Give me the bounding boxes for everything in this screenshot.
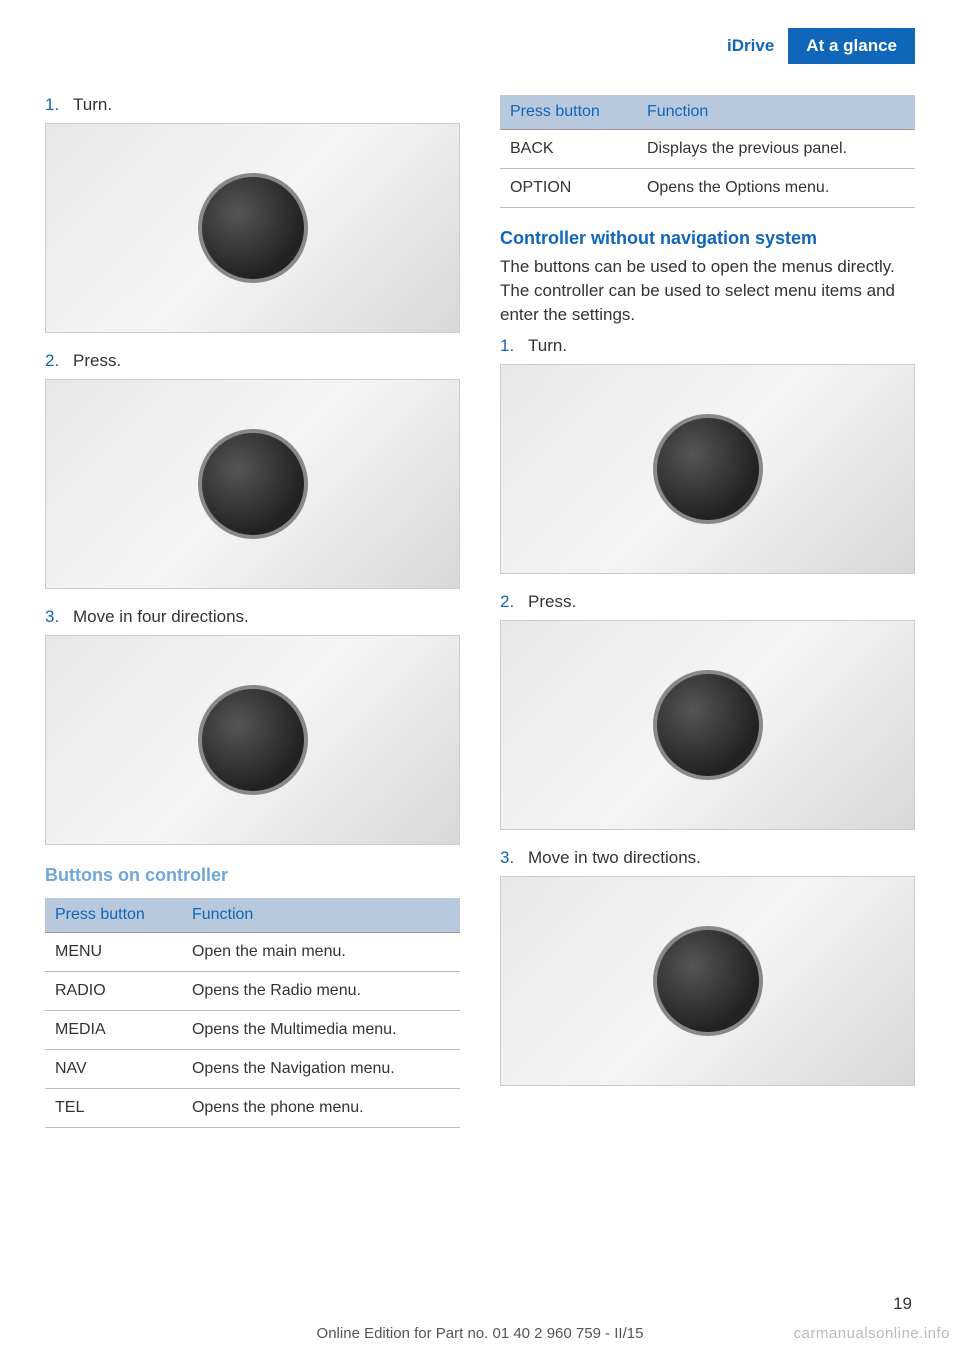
controller-knob-icon bbox=[198, 685, 308, 795]
table-cell: RADIO bbox=[45, 972, 182, 1011]
table-row: MEDIA Opens the Multimedia menu. bbox=[45, 1011, 460, 1050]
step-number: 3. bbox=[45, 607, 73, 627]
table-cell: Displays the previous panel. bbox=[637, 130, 915, 169]
controller-knob-icon bbox=[653, 414, 763, 524]
table-cell: Open the main menu. bbox=[182, 933, 460, 972]
content-area: 1. Turn. 2. Press. 3. Move in four direc… bbox=[0, 0, 960, 1128]
controller2-turn-image bbox=[500, 364, 915, 574]
controller-knob-icon bbox=[653, 670, 763, 780]
step-number: 2. bbox=[500, 592, 528, 612]
table-cell: Opens the Options menu. bbox=[637, 169, 915, 208]
right-step-2: 2. Press. bbox=[500, 592, 915, 830]
controller2-press-image bbox=[500, 620, 915, 830]
controller-turn-image bbox=[45, 123, 460, 333]
step-number: 1. bbox=[500, 336, 528, 356]
table-cell: MEDIA bbox=[45, 1011, 182, 1050]
buttons-on-controller-heading: Buttons on controller bbox=[45, 865, 460, 886]
buttons-table-left: Press button Function MENU Open the main… bbox=[45, 898, 460, 1128]
header-chapter: At a glance bbox=[788, 28, 915, 64]
left-column: 1. Turn. 2. Press. 3. Move in four direc… bbox=[45, 95, 460, 1128]
controller-without-nav-heading: Controller without navigation system bbox=[500, 228, 915, 249]
step-number: 3. bbox=[500, 848, 528, 868]
left-step-2: 2. Press. bbox=[45, 351, 460, 589]
table-cell: TEL bbox=[45, 1089, 182, 1128]
controller-knob-icon bbox=[198, 429, 308, 539]
buttons-table-right: Press button Function BACK Displays the … bbox=[500, 95, 915, 208]
controller2-move2-image bbox=[500, 876, 915, 1086]
step-text: Press. bbox=[528, 592, 576, 612]
controller-knob-icon bbox=[653, 926, 763, 1036]
table-header: Press button bbox=[45, 898, 182, 933]
header-section: iDrive bbox=[713, 28, 788, 64]
table-header: Press button bbox=[500, 95, 637, 130]
right-step-1: 1. Turn. bbox=[500, 336, 915, 574]
watermark: carmanualsonline.info bbox=[794, 1325, 950, 1342]
table-cell: NAV bbox=[45, 1050, 182, 1089]
step-text: Turn. bbox=[73, 95, 112, 115]
table-row: TEL Opens the phone menu. bbox=[45, 1089, 460, 1128]
right-step-3: 3. Move in two directions. bbox=[500, 848, 915, 1086]
header-bar: iDrive At a glance bbox=[713, 28, 915, 64]
controller-move4-image bbox=[45, 635, 460, 845]
table-cell: MENU bbox=[45, 933, 182, 972]
step-number: 1. bbox=[45, 95, 73, 115]
controller-knob-icon bbox=[198, 173, 308, 283]
step-text: Turn. bbox=[528, 336, 567, 356]
step-number: 2. bbox=[45, 351, 73, 371]
right-column: Press button Function BACK Displays the … bbox=[500, 95, 915, 1128]
table-row: RADIO Opens the Radio menu. bbox=[45, 972, 460, 1011]
controller-press-image bbox=[45, 379, 460, 589]
table-cell: OPTION bbox=[500, 169, 637, 208]
table-row: MENU Open the main menu. bbox=[45, 933, 460, 972]
table-header: Function bbox=[182, 898, 460, 933]
step-text: Move in four directions. bbox=[73, 607, 249, 627]
left-step-3: 3. Move in four directions. bbox=[45, 607, 460, 845]
table-row: BACK Displays the previous panel. bbox=[500, 130, 915, 169]
step-text: Press. bbox=[73, 351, 121, 371]
table-row: OPTION Opens the Options menu. bbox=[500, 169, 915, 208]
table-cell: Opens the Multimedia menu. bbox=[182, 1011, 460, 1050]
step-text: Move in two directions. bbox=[528, 848, 701, 868]
table-cell: BACK bbox=[500, 130, 637, 169]
table-header: Function bbox=[637, 95, 915, 130]
table-cell: Opens the phone menu. bbox=[182, 1089, 460, 1128]
table-cell: Opens the Navigation menu. bbox=[182, 1050, 460, 1089]
page-number: 19 bbox=[893, 1294, 912, 1314]
intro-paragraph: The buttons can be used to open the menu… bbox=[500, 255, 915, 326]
table-row: NAV Opens the Navigation menu. bbox=[45, 1050, 460, 1089]
left-step-1: 1. Turn. bbox=[45, 95, 460, 333]
table-cell: Opens the Radio menu. bbox=[182, 972, 460, 1011]
